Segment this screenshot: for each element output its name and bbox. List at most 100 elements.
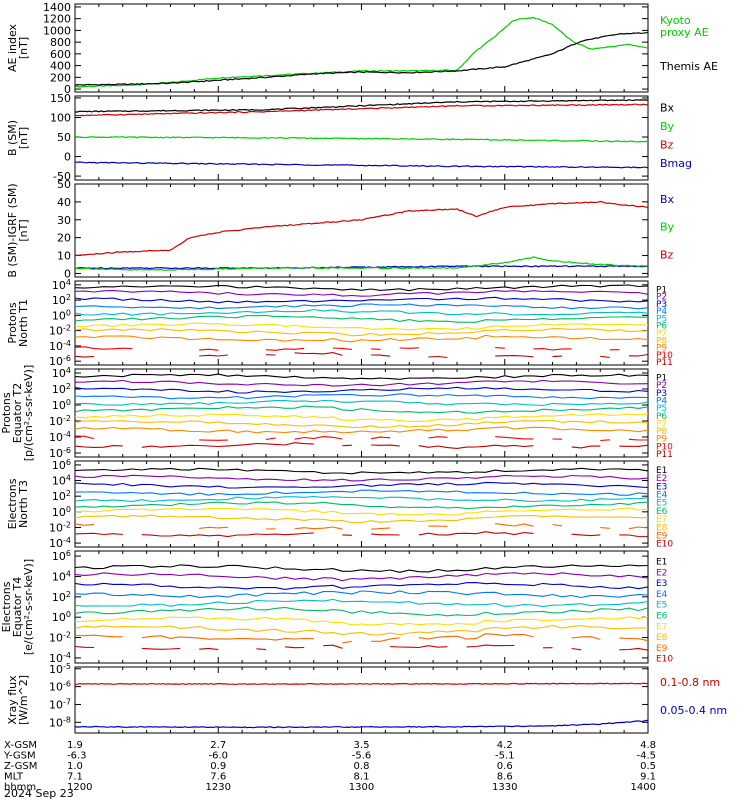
ephemeris-value: 1200: [67, 782, 92, 793]
series-line-e6: [75, 501, 648, 510]
legend-entry: By: [660, 221, 675, 234]
y-tick-label: 10-2: [49, 630, 71, 645]
series-line-p11: [571, 445, 601, 449]
legend-entry: P1: [656, 285, 667, 295]
series-line-e10: [141, 647, 181, 650]
y-tick-label: 0: [64, 83, 71, 96]
y-tick-label: 10-2: [49, 323, 71, 338]
ephemeris-value: 1.0: [67, 761, 83, 772]
series-line-e5: [75, 598, 648, 608]
legend-entry: Bx: [660, 101, 675, 114]
series-line-p1: [75, 284, 648, 292]
legend-entry: P10: [656, 442, 673, 452]
series-line-0-05-0-4-nm: [75, 719, 648, 729]
ephemeris-value: 4.2: [497, 740, 513, 751]
legend-entry: P2: [656, 293, 667, 303]
ephemeris-value: 0.6: [497, 761, 513, 772]
ephemeris-value: 9.1: [640, 772, 656, 783]
y-tick-label: 50: [57, 178, 71, 191]
legend-entry: P11: [656, 450, 673, 460]
series-line-e10: [466, 644, 515, 648]
legend-entry: P5: [656, 314, 667, 324]
y-tick-label: 150: [50, 92, 71, 105]
legend-entry: Bz: [660, 138, 674, 151]
panel-frame: [74, 550, 649, 664]
series-line-e9: [294, 526, 343, 530]
y-tick-label: 50: [57, 131, 71, 144]
series-line-e10: [418, 531, 534, 536]
legend-entry: E9: [656, 644, 668, 654]
series-line-by: [75, 135, 648, 143]
y-tick-label: 104: [52, 366, 71, 381]
series-line-p7: [75, 322, 648, 331]
series-line-p6: [75, 405, 648, 414]
series-line-p6: [75, 314, 648, 323]
y-tick-label: 100: [52, 398, 71, 413]
legend-entry: P3: [656, 300, 667, 310]
series-line-p10: [600, 439, 610, 442]
series-line-p7: [75, 413, 648, 422]
legend-entry: E3: [656, 482, 667, 492]
series-line-e10: [571, 647, 582, 651]
series-line-p11: [371, 444, 400, 447]
ephemeris-value: -5.1: [495, 751, 515, 762]
y-tick-label: 800: [50, 36, 71, 49]
legend-entry: E10: [656, 655, 673, 665]
legend-entry: P4: [656, 307, 667, 317]
ephemeris-table: X-GSM 1.9 2.7 3.5 4.2 4.8 Y-GSM -6.3 -6.0 -5.6 -5.…: [3, 740, 656, 793]
legend-entry: E8: [656, 523, 668, 533]
series-line-e10: [619, 534, 648, 538]
y-tick-label: 104: [52, 277, 71, 292]
ephemeris-value: 1400: [631, 782, 656, 793]
series-line-e4: [75, 489, 648, 496]
legend-entry: P9: [656, 344, 667, 354]
series-line-e10: [141, 532, 314, 538]
y-tick-label: 10-6: [49, 679, 71, 694]
series-line-e8: [75, 514, 648, 524]
legend-entry: P10: [656, 351, 673, 361]
ephemeris-value: 2.7: [210, 740, 226, 751]
series-line-p4: [75, 393, 648, 400]
series-line-e9: [199, 526, 228, 529]
series-line-p10: [332, 347, 352, 350]
series-line-e9: [571, 636, 601, 640]
ephemeris-row-label: Z-GSM: [4, 761, 37, 772]
legend-entry: E6: [656, 507, 668, 517]
y-tick-label: 102: [52, 589, 71, 604]
series-line-p11: [342, 444, 352, 447]
series-line-bx: [75, 99, 648, 113]
series-line-p2: [75, 290, 648, 297]
series-line-p11: [75, 355, 95, 358]
series-line-e9: [141, 635, 314, 641]
y-tick-label: 200: [50, 71, 71, 84]
ephemeris-value: -6.3: [67, 751, 87, 762]
ephemeris-value: 7.1: [67, 772, 83, 783]
series-line-kyoto-proxy-ae: [75, 16, 648, 88]
legend-entry: P8: [656, 336, 667, 346]
y-tick-label: 102: [52, 293, 71, 308]
series-line-e9: [552, 523, 563, 527]
legend-entry: E9: [656, 532, 668, 542]
y-tick-label: 100: [52, 504, 71, 519]
y-tick-label: 20: [57, 232, 71, 245]
ephemeris-row-label: X-GSM: [4, 740, 37, 751]
series-line-e9: [619, 637, 648, 642]
ephemeris-value: 1300: [349, 782, 374, 793]
ephemeris-value: 8.1: [354, 772, 370, 783]
y-axis-label: ProtonsNorth T1: [6, 299, 30, 347]
y-tick-label: 102: [52, 489, 71, 504]
y-tick-label: 0: [64, 267, 71, 280]
series-line-e10: [256, 648, 267, 651]
y-tick-label: 104: [52, 569, 71, 584]
ephemeris-row-label: MLT: [4, 772, 24, 783]
series-line-e10: [571, 533, 601, 537]
series-line-e9: [371, 527, 391, 530]
series-line-e5: [75, 495, 648, 503]
series-line-p9: [75, 334, 648, 343]
y-tick-label: 100: [50, 111, 71, 124]
series-line-e9: [75, 634, 123, 638]
